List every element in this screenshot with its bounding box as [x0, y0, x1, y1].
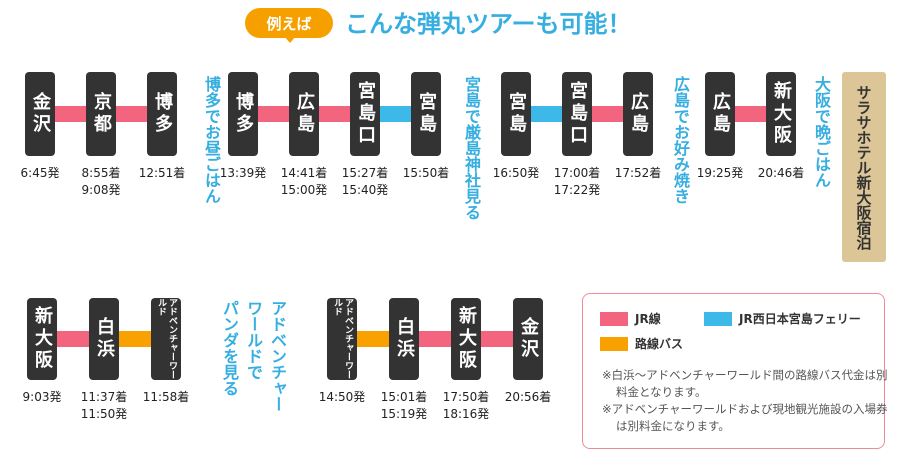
legend-swatch [600, 312, 628, 326]
station: 白浜 [89, 298, 119, 380]
time: 17:22発 [553, 183, 601, 197]
station: アドベンチャーワールド [151, 298, 181, 380]
badge-tail [284, 36, 296, 43]
station: 京都 [86, 72, 116, 156]
station: 新大阪 [451, 298, 481, 380]
note-line: 博多でお昼ごはん [202, 76, 221, 204]
note: 宮島で厳島神社見る [459, 76, 483, 220]
time: 12:51着 [138, 166, 186, 180]
note-line: 宮島で厳島神社見る [462, 76, 481, 220]
connector [57, 331, 89, 347]
note-line: 広島でお好み焼き [671, 76, 690, 204]
connector [55, 106, 86, 122]
station: 新大阪 [27, 298, 57, 380]
legend-box [582, 293, 885, 449]
time: 17:50着 [442, 390, 490, 404]
time: 9:03発 [22, 390, 62, 404]
note-line: パンダを見る [220, 300, 239, 396]
time: 9:08発 [81, 183, 121, 197]
connector [119, 331, 151, 347]
station: 宮島 [501, 72, 531, 156]
time: 11:50発 [80, 407, 128, 421]
time: 11:58着 [142, 390, 190, 404]
note: アドベンチャー ワールドで パンダを見る [217, 300, 289, 412]
time: 20:56着 [504, 390, 552, 404]
note: 広島でお好み焼き [668, 76, 692, 204]
connector [419, 331, 451, 347]
note-line: 大阪で晩ごはん [812, 76, 831, 188]
station: 宮島口 [562, 72, 592, 156]
time: 15:50着 [402, 166, 450, 180]
connector [258, 106, 289, 122]
station: 博多 [228, 72, 258, 156]
connector [481, 331, 513, 347]
time: 11:37着 [80, 390, 128, 404]
station: アドベンチャーワールド [327, 298, 357, 380]
station: 宮島口 [350, 72, 380, 156]
station: 金沢 [513, 298, 543, 380]
station: 広島 [705, 72, 735, 156]
connector [735, 106, 766, 122]
time: 14:41着 [280, 166, 328, 180]
time: 15:01着 [380, 390, 428, 404]
time: 13:39発 [219, 166, 267, 180]
legend-label: JR西日本宮島フェリー [739, 312, 861, 326]
time: 16:50発 [492, 166, 540, 180]
time: 17:52着 [614, 166, 662, 180]
station: 広島 [623, 72, 653, 156]
legend-note: ※白浜～アドベンチャーワールド間の路線バス代金は別料金となります。 [602, 368, 888, 399]
note: 博多でお昼ごはん [199, 76, 223, 204]
legend-note: ※アドベンチャーワールドおよび現地観光施設の入場券は別料金になります。 [602, 402, 888, 433]
badge: 例えば [245, 8, 333, 38]
station: 白浜 [389, 298, 419, 380]
legend-label: JR線 [635, 312, 661, 326]
station: 新大阪 [766, 72, 796, 156]
connector [357, 331, 389, 347]
time: 8:55着 [81, 166, 121, 180]
title: こんな弾丸ツアーも可能！ [345, 10, 632, 38]
station: 博多 [147, 72, 177, 156]
hotel: サラサホテル新大阪宿泊 [842, 72, 886, 262]
connector [380, 106, 411, 122]
time: 20:46着 [757, 166, 805, 180]
legend-swatch [600, 337, 628, 351]
connector [592, 106, 623, 122]
note-line: アドベンチャー [268, 300, 287, 412]
time: 17:00着 [553, 166, 601, 180]
note: 大阪で晩ごはん [809, 76, 833, 188]
connector [319, 106, 350, 122]
time: 15:19発 [380, 407, 428, 421]
legend-swatch [704, 312, 732, 326]
time: 6:45発 [20, 166, 60, 180]
time: 15:40発 [341, 183, 389, 197]
note-line: ワールドで [244, 300, 263, 380]
time: 18:16発 [442, 407, 490, 421]
station: 広島 [289, 72, 319, 156]
legend-label: 路線バス [635, 337, 684, 351]
time: 15:27着 [341, 166, 389, 180]
time: 19:25発 [696, 166, 744, 180]
connector [116, 106, 147, 122]
connector [531, 106, 562, 122]
time: 15:00発 [280, 183, 328, 197]
station: 金沢 [25, 72, 55, 156]
time: 14:50発 [318, 390, 366, 404]
station: 宮島 [411, 72, 441, 156]
